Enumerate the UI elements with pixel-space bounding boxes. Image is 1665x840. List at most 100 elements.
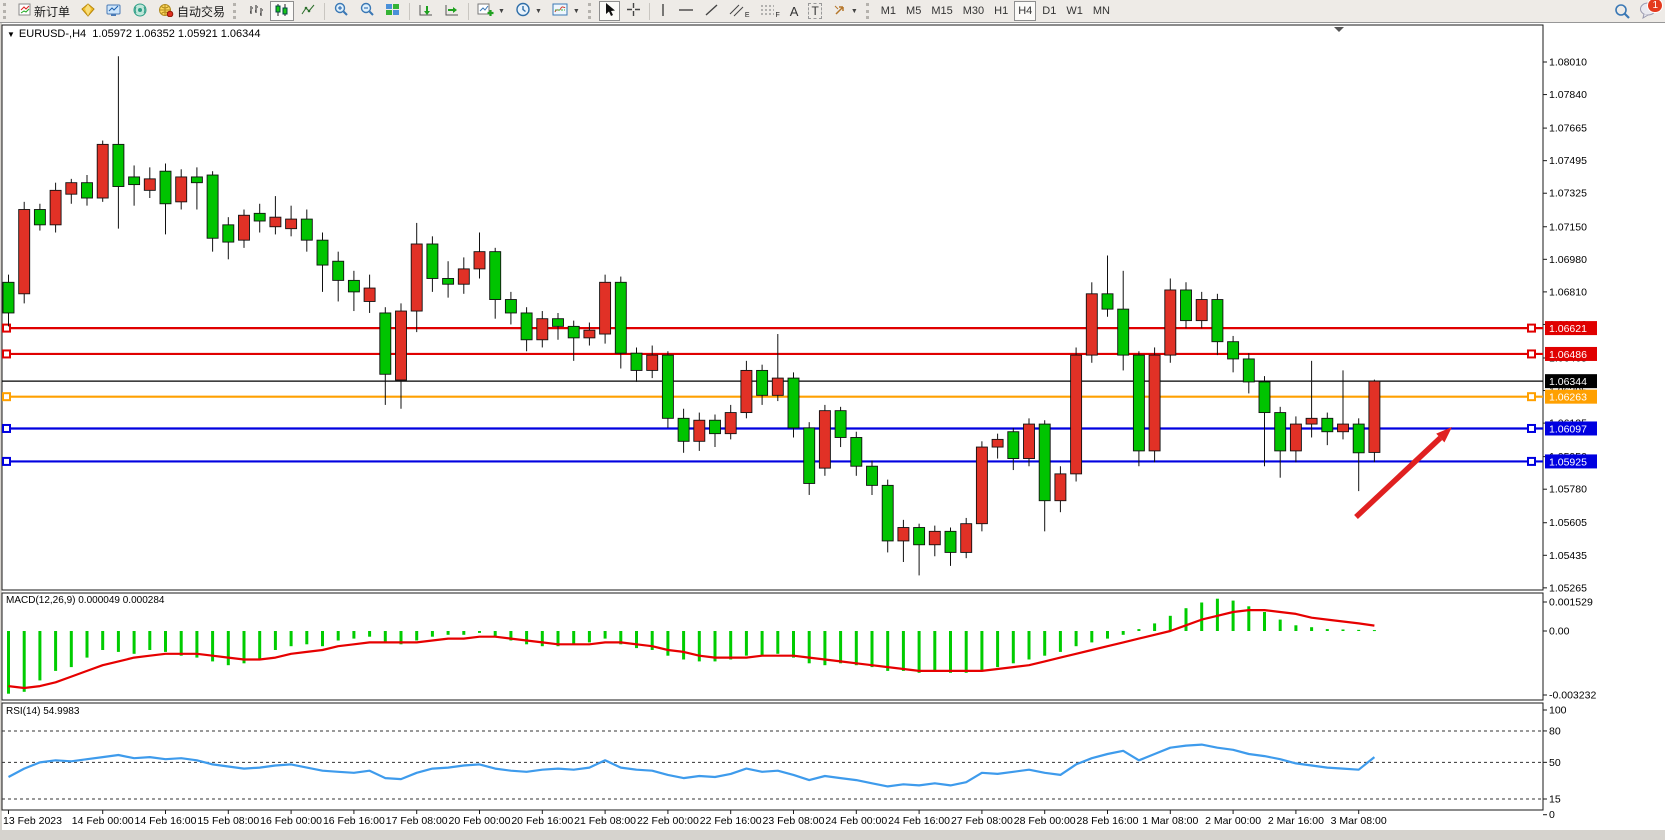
line-chart-icon	[300, 3, 316, 20]
candle-body	[881, 484, 894, 542]
candle-body	[410, 243, 423, 312]
candle-body	[599, 281, 612, 335]
arrows-tool-button[interactable]: ▼	[828, 1, 862, 21]
macd-histogram-bar	[525, 631, 529, 645]
templates-button[interactable]: ▼	[548, 1, 584, 21]
macd-histogram-bar	[7, 631, 10, 694]
text-tool-button[interactable]: A	[786, 1, 803, 21]
bar-chart-button[interactable]	[244, 1, 268, 21]
trend-arrow-annotation[interactable]	[1354, 435, 1443, 520]
indicator-gem-icon	[80, 2, 96, 20]
equidistant-channel-tool-button[interactable]: E	[725, 1, 754, 21]
clock-icon	[515, 2, 531, 20]
timeframe-button-M30[interactable]: M30	[959, 1, 988, 21]
line-chart-button[interactable]	[296, 1, 320, 21]
candle-body	[630, 352, 643, 371]
timeframe-button-H1[interactable]: H1	[990, 1, 1012, 21]
line-anchor-handle[interactable]	[2, 423, 11, 433]
macd-histogram-bar	[697, 631, 701, 662]
price-axis-label: 1.07325	[1549, 188, 1587, 200]
macd-histogram-bar	[635, 631, 638, 649]
market-watch-button[interactable]	[102, 1, 126, 21]
line-anchor-handle[interactable]	[2, 323, 11, 333]
time-axis-label: 22 Feb 00:00	[637, 815, 699, 827]
timeframe-button-M1[interactable]: M1	[877, 1, 900, 21]
zoom-out-button[interactable]	[355, 1, 379, 21]
macd-histogram-bar	[38, 631, 42, 681]
trendline-tool-button[interactable]	[700, 1, 723, 21]
macd-histogram-bar	[949, 631, 952, 673]
horizontal-line-tool-button[interactable]	[674, 1, 698, 21]
macd-histogram-bar	[603, 631, 607, 639]
template-icon	[552, 2, 569, 20]
macd-histogram-bar	[478, 631, 481, 633]
macd-histogram-bar	[901, 631, 905, 671]
line-anchor-handle[interactable]	[2, 349, 11, 359]
macd-histogram-bar	[933, 631, 937, 671]
macd-histogram-bar	[1357, 629, 1361, 631]
line-anchor-handle[interactable]	[2, 392, 11, 402]
timeframe-button-MN[interactable]: MN	[1089, 1, 1114, 21]
chart-shift-button[interactable]	[440, 1, 464, 21]
line-anchor-handle[interactable]	[2, 456, 11, 466]
candle-body	[33, 209, 46, 226]
new-order-button[interactable]: 新订单	[14, 1, 74, 21]
trend-arrow-head[interactable]	[1436, 427, 1452, 443]
candle-body	[128, 176, 141, 186]
chart-shift-marker[interactable]	[1334, 27, 1344, 32]
macd-histogram-bar	[1247, 606, 1251, 631]
candlestick-chart-button[interactable]	[270, 1, 295, 21]
toolbar-grip[interactable]	[3, 3, 10, 19]
crosshair-tool-button[interactable]	[622, 1, 645, 21]
chart-title-bar[interactable]: ▼ EURUSD-,H4 1.05972 1.06352 1.05921 1.06…	[7, 28, 261, 40]
line-anchor-handle[interactable]	[1527, 456, 1536, 466]
new-chart-button[interactable]: ▼	[473, 1, 509, 21]
line-anchor-handle[interactable]	[1527, 349, 1536, 359]
macd-histogram-bar	[886, 631, 890, 671]
rsi-axis-label: 100	[1549, 705, 1567, 717]
tile-windows-button[interactable]	[381, 1, 405, 21]
arrows-icon	[832, 3, 847, 20]
chart-symbol-period: EURUSD-,H4	[18, 28, 87, 40]
line-anchor-handle[interactable]	[1527, 423, 1536, 433]
timeframe-button-H4[interactable]: H4	[1014, 1, 1037, 21]
indicators-button[interactable]	[76, 1, 100, 21]
toolbar-grip[interactable]	[233, 3, 240, 19]
line-anchor-handle[interactable]	[1527, 392, 1536, 402]
vertical-line-tool-button[interactable]	[654, 1, 672, 21]
candle-body	[504, 299, 517, 314]
timeframe-button-M15[interactable]: M15	[927, 1, 956, 21]
timeframe-button-D1[interactable]: D1	[1038, 1, 1060, 21]
search-button[interactable]	[1613, 2, 1631, 25]
timeframe-button-M5[interactable]: M5	[902, 1, 925, 21]
macd-histogram-bar	[1168, 615, 1172, 631]
price-axis-label: 1.06810	[1549, 286, 1587, 298]
line-anchor-handle[interactable]	[1527, 323, 1536, 333]
macd-histogram-bar	[854, 631, 858, 666]
timeframe-button-W1[interactable]: W1	[1062, 1, 1087, 21]
broadcast-button[interactable]	[128, 1, 152, 21]
macd-histogram-bar	[1325, 629, 1329, 631]
candle-body	[442, 278, 455, 285]
macd-histogram-bar	[352, 631, 356, 639]
toolbar-grip[interactable]	[587, 3, 595, 19]
periods-button[interactable]: ▼	[511, 1, 546, 21]
text-label-tool-button[interactable]: T	[804, 1, 825, 21]
macd-histogram-bar	[572, 631, 576, 645]
auto-scroll-button[interactable]	[414, 1, 438, 21]
symbol-dropdown-icon[interactable]: ▼	[7, 30, 15, 39]
candle-body	[1023, 423, 1035, 459]
macd-histogram-bar	[619, 631, 623, 645]
notifications-button[interactable]: 1	[1639, 0, 1663, 21]
price-axis-label: 1.05605	[1549, 517, 1587, 529]
cursor-tool-button[interactable]	[598, 1, 620, 21]
auto-trading-label: 自动交易	[177, 4, 226, 19]
toolbar-grip[interactable]	[865, 3, 873, 19]
price-badge-value: 1.06621	[1549, 323, 1587, 335]
candle-body	[1352, 423, 1365, 454]
zoom-in-button[interactable]	[329, 1, 353, 21]
auto-trading-button[interactable]: 自动交易	[154, 1, 229, 21]
fibonacci-tool-button[interactable]: F	[756, 1, 784, 21]
candle-body	[614, 281, 627, 354]
